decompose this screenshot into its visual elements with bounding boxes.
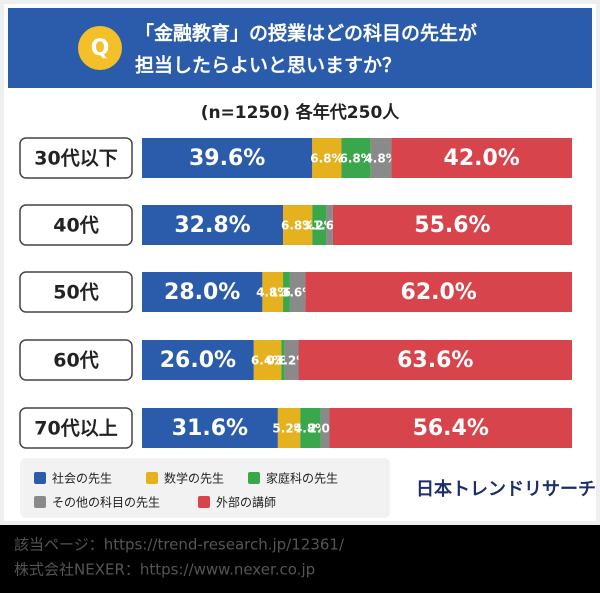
- legend-swatch: [34, 472, 46, 484]
- bar-segment: [341, 138, 371, 178]
- value-label: 28.0%: [164, 280, 240, 305]
- category-label: 60代: [53, 350, 98, 372]
- category-box: [19, 137, 133, 179]
- value-label: 63.6%: [397, 348, 473, 373]
- bar-segment: [370, 138, 392, 178]
- bar-segment: [262, 272, 284, 312]
- value-label: 42.0%: [444, 146, 520, 171]
- value-label: 6.4%: [251, 354, 284, 368]
- bar-segment: [326, 205, 333, 245]
- value-label: 4.8%: [256, 286, 289, 300]
- title-line: 担当したらよいと思いますか？: [135, 54, 401, 77]
- legend-swatch: [34, 496, 46, 508]
- value-label: 55.6%: [414, 213, 490, 238]
- bar-segment: [142, 340, 254, 380]
- value-label: 32.8%: [174, 213, 250, 238]
- footer-text: 株式会社NEXER：https://www.nexer.co.jp: [14, 561, 315, 579]
- bar-segment: [300, 408, 321, 448]
- subtitle: (n=1250) 各年代250人: [201, 102, 401, 123]
- value-label: 31.6%: [172, 416, 248, 441]
- category-box: [19, 407, 133, 449]
- bar-segment: [281, 340, 285, 380]
- bar-segment: [284, 340, 299, 380]
- category-label: 30代以下: [34, 148, 117, 170]
- bar-segment: [277, 408, 301, 448]
- legend-label: 家庭科の先生: [266, 471, 338, 486]
- bar-segment: [142, 272, 263, 312]
- legend-swatch: [198, 496, 210, 508]
- value-label: 26.0%: [160, 348, 236, 373]
- bar-segment: [312, 205, 327, 245]
- value-label: 56.4%: [413, 416, 489, 441]
- brand: 日本トレンドリサーチ: [416, 478, 596, 500]
- bar-segment: [283, 205, 313, 245]
- bar-segment: [320, 408, 330, 448]
- badge-text: Q: [91, 36, 110, 61]
- value-label: 39.6%: [189, 146, 265, 171]
- bar-segment: [332, 205, 572, 245]
- bar-segment: [142, 138, 313, 178]
- legend-label: 社会の先生: [52, 471, 112, 486]
- badge: [78, 26, 122, 70]
- value-label: 62.0%: [401, 280, 477, 305]
- value-label: 5.2%: [272, 422, 305, 436]
- category-box: [19, 271, 133, 313]
- bar-segment: [391, 138, 572, 178]
- bar-segment: [142, 205, 284, 245]
- footer-text: 該当ページ：https://trend-research.jp/12361/: [14, 536, 345, 554]
- bar-segment: [329, 408, 572, 448]
- legend-swatch: [146, 472, 158, 484]
- bar-segment: [298, 340, 572, 380]
- legend-label: 数学の先生: [164, 471, 224, 486]
- category-label: 40代: [53, 215, 98, 237]
- bar-segment: [142, 408, 278, 448]
- category-box: [19, 204, 133, 246]
- value-label: 4.8%: [294, 422, 327, 436]
- bar-segment: [289, 272, 306, 312]
- value-label: 6.8%: [339, 152, 372, 166]
- title-line: 「金融教育」の授業はどの科目の先生が: [135, 22, 477, 45]
- footer-band: [0, 525, 600, 593]
- bar-segment: [283, 272, 290, 312]
- value-label: 4.8%: [364, 152, 397, 166]
- legend-label: 外部の講師: [216, 495, 276, 510]
- category-label: 50代: [53, 282, 98, 304]
- category-box: [19, 339, 133, 381]
- value-label: 6.8%: [310, 152, 343, 166]
- bar-segment: [312, 138, 342, 178]
- bar-segment: [305, 272, 572, 312]
- bar-segment: [253, 340, 282, 380]
- legend-swatch: [248, 472, 260, 484]
- category-label: 70代以上: [34, 418, 117, 440]
- value-label: 6.8%: [281, 219, 314, 233]
- legend-box: [20, 458, 390, 518]
- legend-label: その他の科目の先生: [52, 496, 160, 510]
